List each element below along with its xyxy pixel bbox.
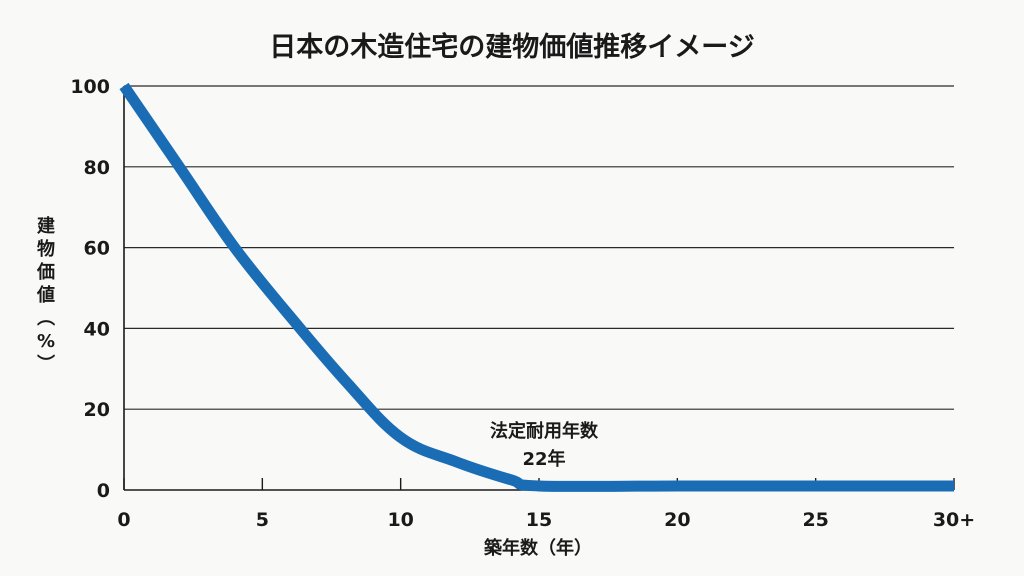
y-axis-label-char-4: （ bbox=[34, 308, 55, 326]
y-axis-label-char-3: 値 bbox=[36, 284, 55, 306]
y-axis-label-char-6: ） bbox=[34, 354, 55, 372]
chart-title: 日本の木造住宅の建物価値推移イメージ bbox=[269, 31, 754, 63]
x-axis-label: 築年数（年） bbox=[483, 537, 592, 559]
y-axis-label-char-2: 価 bbox=[36, 261, 55, 283]
x-tick-label-2: 10 bbox=[387, 509, 413, 531]
y-tick-label-2: 40 bbox=[84, 318, 110, 340]
gridlines bbox=[124, 85, 954, 410]
annotation-line-2: 22年 bbox=[522, 448, 565, 470]
y-tick-label-4: 80 bbox=[84, 157, 110, 179]
x-tick-labels: 0 5 10 15 20 25 30+ bbox=[117, 509, 975, 531]
y-axis-label: 建物価値 （% ） bbox=[34, 215, 55, 372]
x-tick-label-0: 0 bbox=[117, 509, 130, 531]
x-tick-label-3: 15 bbox=[526, 509, 552, 531]
y-tick-labels: 0 20 40 60 80 100 bbox=[70, 76, 110, 502]
y-tick-label-3: 60 bbox=[84, 238, 110, 260]
x-tick-label-6: 30+ bbox=[933, 509, 975, 531]
y-tick-label-5: 100 bbox=[70, 76, 110, 98]
y-tick-label-0: 0 bbox=[97, 480, 110, 502]
series-line-0 bbox=[119, 82, 955, 492]
y-axis-label-char-5: % bbox=[37, 331, 55, 352]
x-tick-label-1: 5 bbox=[256, 509, 269, 531]
y-axis-label-char-0: 建 bbox=[37, 215, 55, 237]
x-tick-label-5: 25 bbox=[802, 509, 828, 531]
series-layer bbox=[119, 82, 955, 492]
annotation-line-1: 法定耐用年数 bbox=[490, 420, 599, 442]
annotation: 法定耐用年数 22年 bbox=[490, 420, 599, 470]
y-axis-label-char-1: 物 bbox=[37, 238, 55, 260]
y-tick-label-1: 20 bbox=[84, 399, 110, 421]
x-tick-label-4: 20 bbox=[664, 509, 690, 531]
